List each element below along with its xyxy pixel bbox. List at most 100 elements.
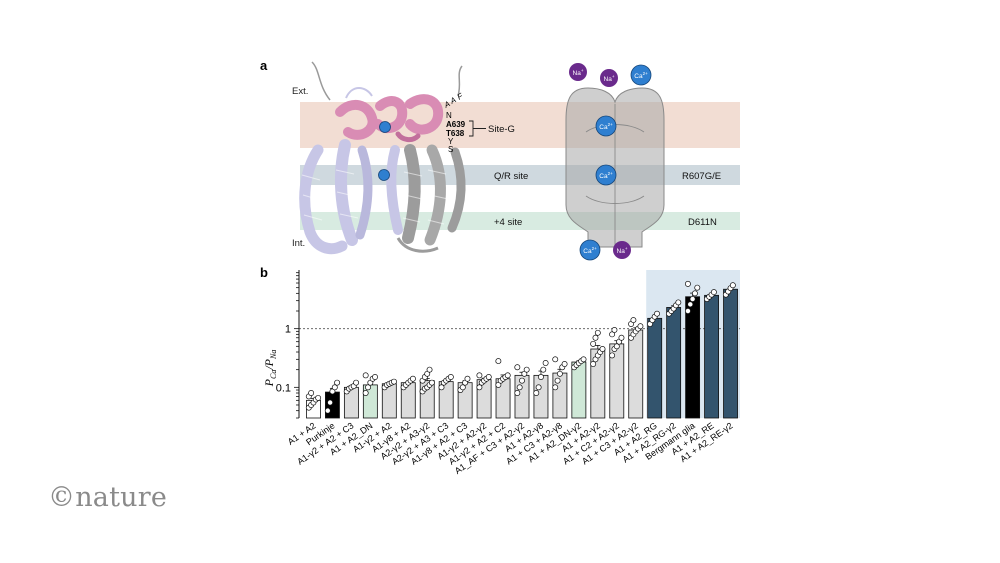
data-point <box>476 384 483 391</box>
data-point <box>675 299 682 306</box>
data-point <box>514 364 521 371</box>
svg-text:Na+: Na+ <box>604 74 615 83</box>
data-point <box>594 329 601 336</box>
bar <box>666 307 682 419</box>
data-point <box>459 384 466 391</box>
data-point <box>476 372 483 379</box>
data-point <box>710 289 717 296</box>
ions: Na+ Na+ Ca2+ Ca2+ Ca2+ Ca2+ Na+ <box>569 63 652 261</box>
na-ion-bottom-right: Na+ <box>613 241 631 259</box>
nature-watermark: ©nature <box>48 482 167 513</box>
svg-text:Ca2+: Ca2+ <box>599 171 613 180</box>
data-point <box>694 284 701 291</box>
data-point <box>353 379 360 386</box>
data-point <box>618 334 625 341</box>
protein-structure-illustration <box>299 61 466 255</box>
data-point <box>447 374 454 380</box>
residue-a1: A <box>442 99 452 110</box>
ca-ion-site-g: Ca2+ <box>595 115 617 137</box>
svg-text:Ca2+: Ca2+ <box>634 71 648 80</box>
data-point <box>691 290 698 297</box>
data-point <box>372 374 378 380</box>
data-point <box>590 361 597 367</box>
y-axis-label: PCa/PNa <box>262 350 278 388</box>
data-point <box>362 390 369 396</box>
data-point <box>485 374 492 380</box>
data-point <box>542 360 549 366</box>
selectivity-filter-residues: A A F N A639 T638 Y S <box>442 91 466 154</box>
data-point <box>324 407 331 414</box>
ca-ion-top-right: Ca2+ <box>630 64 652 86</box>
panel-a-label: a <box>260 58 268 73</box>
data-point <box>428 379 435 386</box>
int-label: Int. <box>292 238 305 249</box>
svg-text:Ca2+: Ca2+ <box>583 246 597 255</box>
na-ion-top-middle: Na+ <box>600 69 618 87</box>
data-point <box>554 377 561 384</box>
data-point <box>495 358 502 365</box>
d611-label: D611N <box>688 217 717 228</box>
r607-label: R607G/E <box>682 171 721 182</box>
data-point <box>599 346 606 352</box>
data-point <box>334 379 341 386</box>
data-point <box>687 301 694 308</box>
bar <box>647 317 663 419</box>
bar <box>628 329 644 419</box>
data-point <box>592 334 599 341</box>
data-point <box>538 374 544 380</box>
data-point <box>514 390 521 396</box>
bar <box>325 391 340 419</box>
data-point <box>409 375 416 382</box>
data-point <box>426 366 433 373</box>
bar <box>571 361 587 419</box>
qr-site-label: Q/R site <box>494 171 528 182</box>
data-point <box>327 399 334 406</box>
data-point <box>516 384 523 391</box>
data-point <box>580 356 587 363</box>
data-point <box>729 282 736 289</box>
data-point <box>540 366 547 373</box>
bar <box>723 288 738 419</box>
data-point <box>684 308 691 314</box>
residue-a639: A639 <box>446 120 466 129</box>
data-point <box>556 370 563 377</box>
plus4-site-label: +4 site <box>494 217 522 228</box>
panel-b-label: b <box>260 265 268 280</box>
site-g-label: Site-G <box>488 124 515 135</box>
bar <box>362 384 378 419</box>
data-point <box>523 366 530 373</box>
bar <box>704 294 719 419</box>
residue-a2: A <box>448 95 458 106</box>
data-point <box>630 317 637 324</box>
data-point <box>609 352 616 359</box>
data-point <box>552 356 559 363</box>
ca-ion-qr-site: Ca2+ <box>595 164 617 186</box>
bar <box>533 374 549 419</box>
y-tick-label: 1 <box>285 324 291 336</box>
na-ion-top-left: Na+ <box>569 63 587 81</box>
residue-n: N <box>446 111 452 120</box>
bar <box>685 296 701 419</box>
svg-text:Na+: Na+ <box>573 68 584 77</box>
data-point <box>561 361 568 367</box>
residue-y: Y <box>448 137 454 146</box>
ca-ion-bottom-left: Ca2+ <box>579 239 601 261</box>
data-point <box>533 390 540 396</box>
data-point <box>684 280 691 287</box>
data-point <box>365 384 371 391</box>
data-point <box>552 384 559 391</box>
data-point <box>315 394 322 401</box>
data-point <box>504 372 511 379</box>
data-point <box>519 377 525 384</box>
data-point <box>689 296 696 302</box>
data-point <box>464 375 471 382</box>
svg-text:Ca2+: Ca2+ <box>599 122 613 131</box>
data-point <box>308 390 315 396</box>
data-point <box>391 378 397 385</box>
data-point <box>654 310 660 317</box>
ext-label: Ext. <box>292 86 308 97</box>
site-g-bracket <box>469 120 486 137</box>
data-point <box>331 384 338 391</box>
